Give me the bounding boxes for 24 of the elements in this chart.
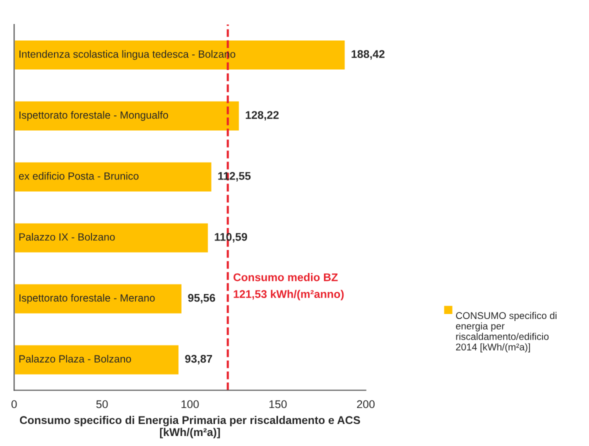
bar xyxy=(14,282,183,315)
legend-label: CONSUMO specifico di energia per riscaldamento/edificio 2014 [kWh/(m²a)] xyxy=(456,312,556,352)
y-tick-label: Ispettorato forestale - Merano xyxy=(19,294,155,304)
bar xyxy=(14,222,210,254)
x-tick-label: 200 xyxy=(357,400,375,408)
bar xyxy=(14,39,346,71)
data-label: 93,87 xyxy=(185,354,212,364)
bar xyxy=(14,160,213,193)
data-label: 188,42 xyxy=(352,50,385,60)
x-tick-label: 150 xyxy=(269,400,287,408)
y-tick-label: ex edificio Posta - Brunico xyxy=(18,172,139,180)
y-tick-label: Palazzo Plaza - Bolzano xyxy=(19,354,132,363)
bar xyxy=(14,100,240,132)
x-tick-label: 50 xyxy=(96,400,108,408)
y-tick-label: Ispettorato forestale - Mongualfo xyxy=(19,111,168,121)
x-axis-title: Consumo specifico di Energia Primaria per riscaldamento e ACS [kWh/(m²a)] xyxy=(20,416,360,438)
x-tick-label: 100 xyxy=(182,400,199,408)
ref-line-label: Consumo medio BZ 121,53 kWh/(m²anno) xyxy=(234,273,344,300)
y-tick-label: Palazzo IX - Bolzano xyxy=(19,233,115,241)
data-label: 128,22 xyxy=(246,111,279,121)
data-label: 110,59 xyxy=(214,232,248,242)
x-tick-label: 0 xyxy=(11,400,17,408)
data-label: 95,56 xyxy=(188,294,216,304)
bar xyxy=(14,344,180,376)
